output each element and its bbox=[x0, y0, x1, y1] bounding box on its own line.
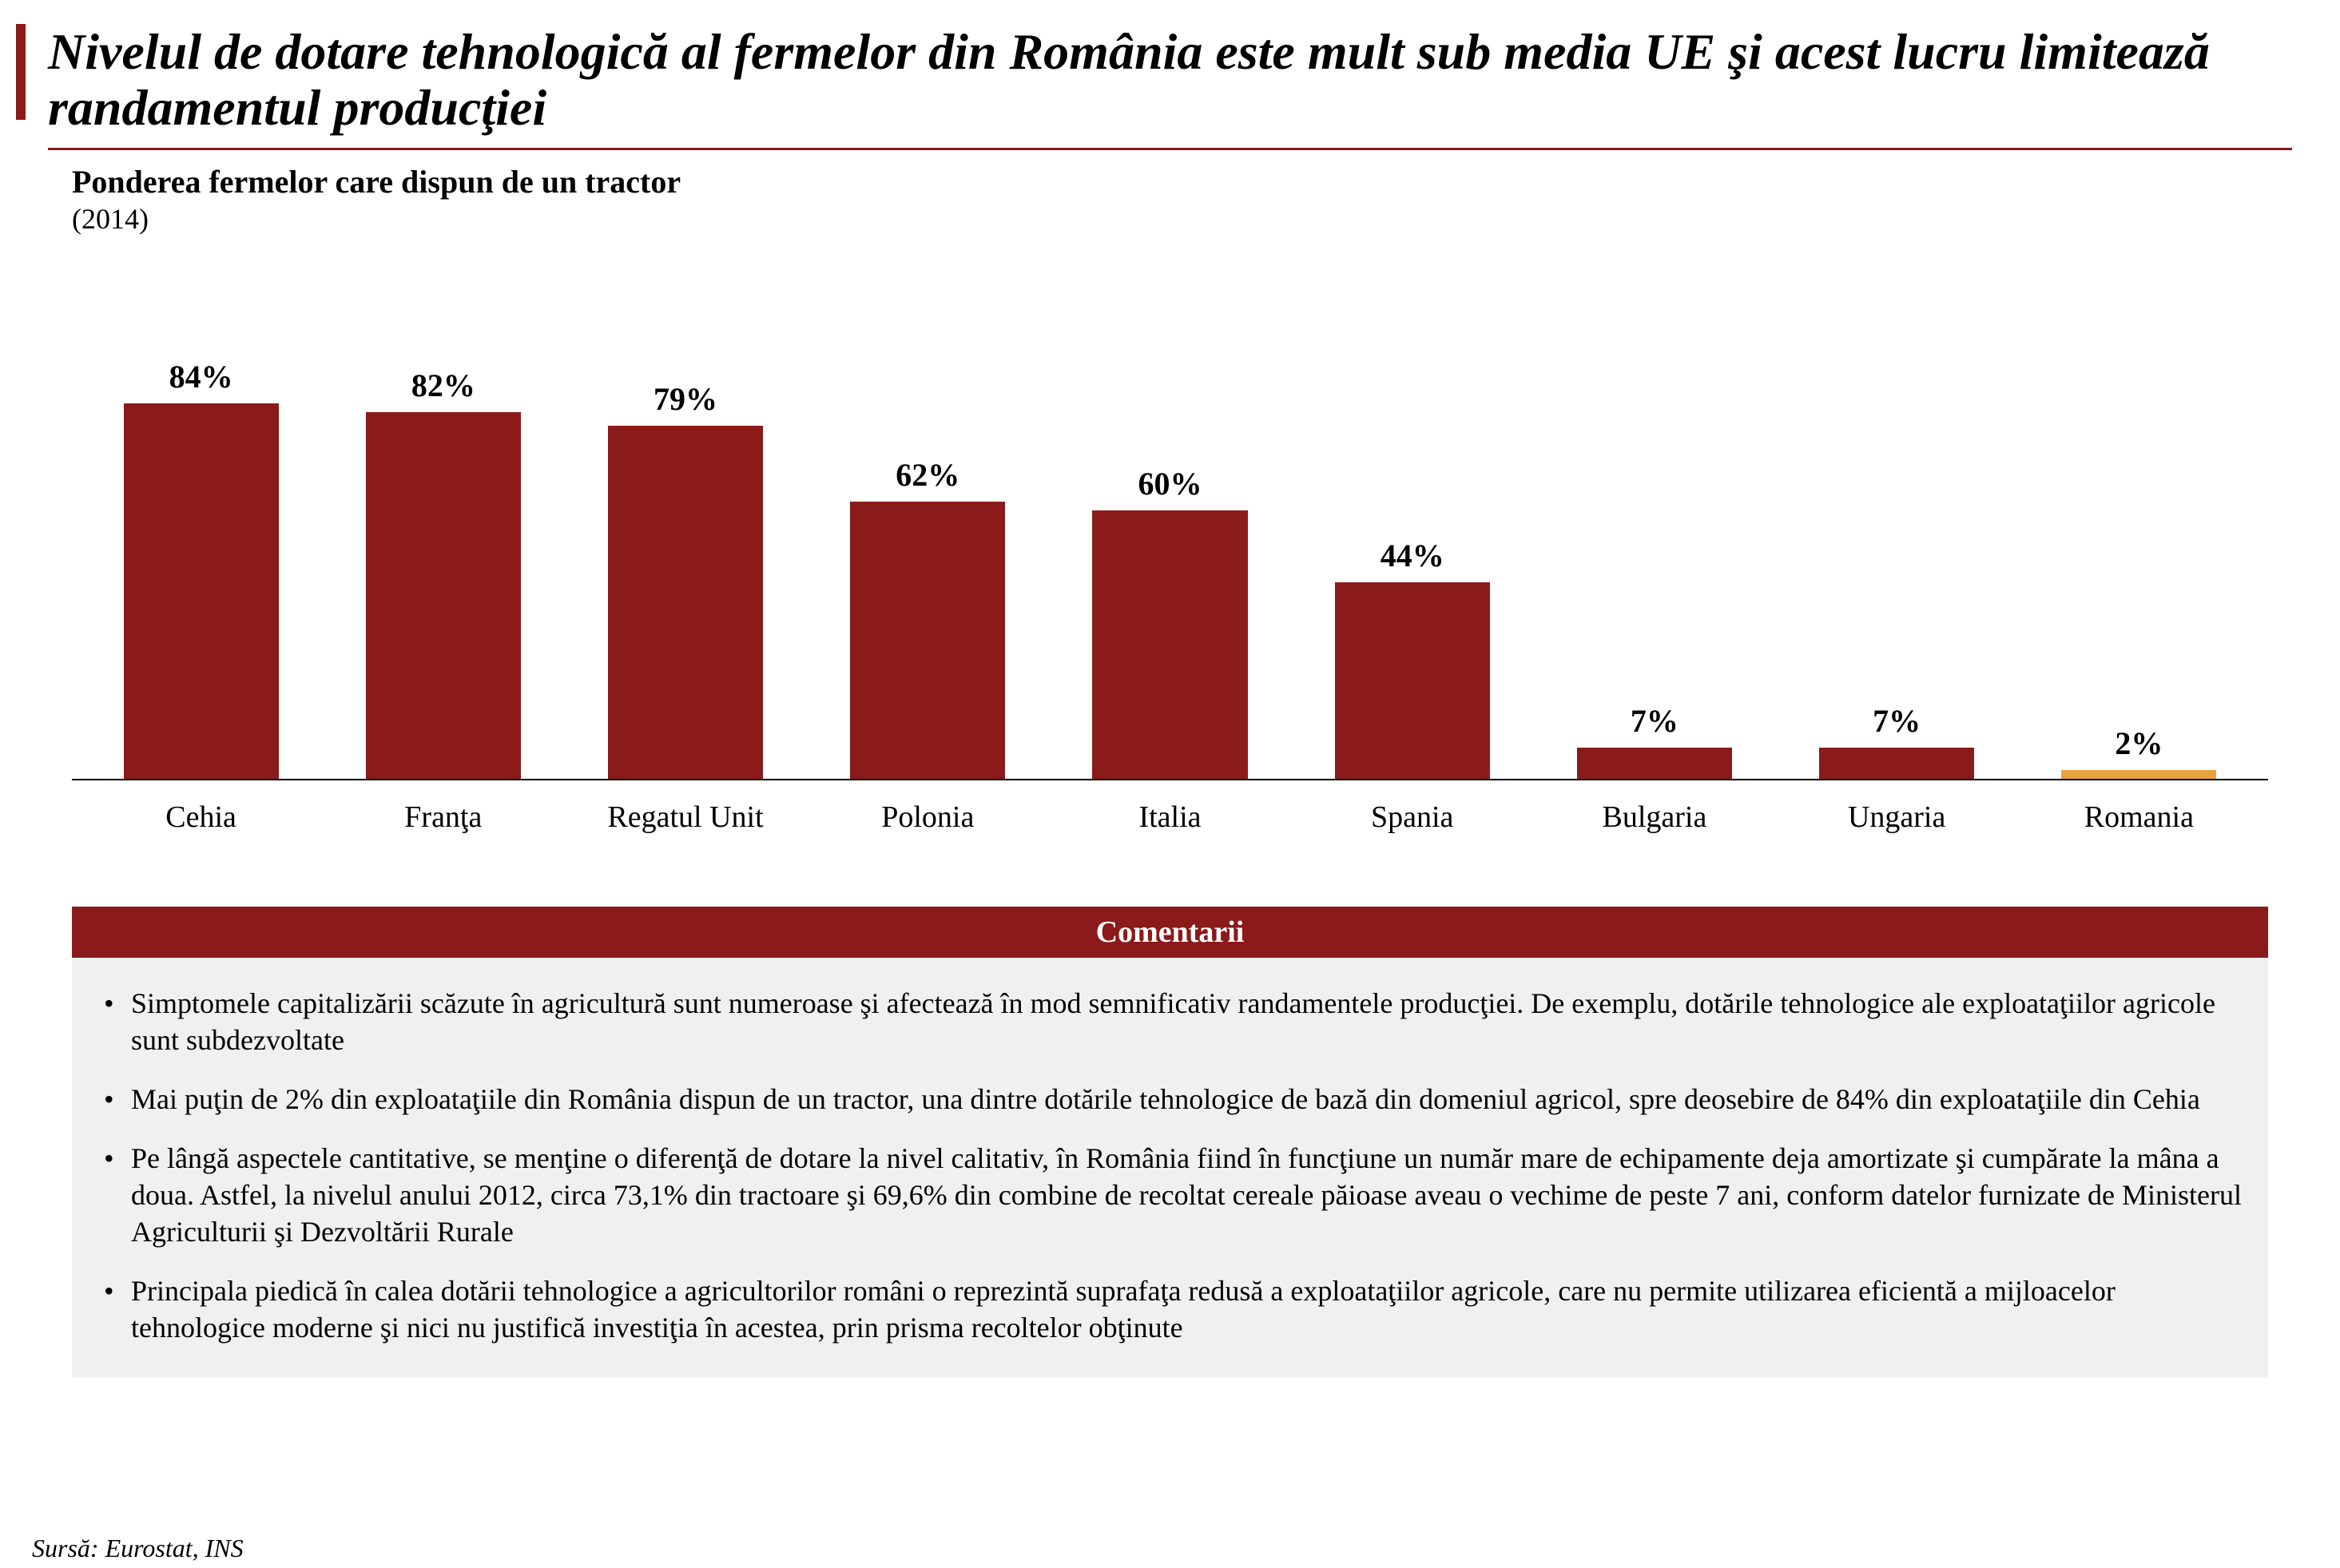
comment-bullet: Simptomele capitalizării scăzute în agri… bbox=[96, 974, 2244, 1070]
comment-bullet: Principala piedică în calea dotării tehn… bbox=[96, 1261, 2244, 1357]
chart-x-label: Polonia bbox=[807, 800, 1049, 835]
comments-list: Simptomele capitalizării scăzute în agri… bbox=[96, 974, 2244, 1358]
source-label: Sursă: Eurostat, INS bbox=[32, 1534, 244, 1563]
bar-value-label: 44% bbox=[1381, 537, 1444, 574]
comments-body: Simptomele capitalizării scăzute în agri… bbox=[72, 958, 2268, 1379]
comment-bullet: Pe lângă aspectele cantitative, se menţi… bbox=[96, 1129, 2244, 1261]
comments-header: Comentarii bbox=[72, 907, 2268, 958]
bar-value-label: 2% bbox=[2115, 724, 2163, 762]
bar-value-label: 82% bbox=[411, 367, 475, 404]
bars-wrap: 84% 82% 79% 62% 60% 44% 7% 7% 2% bbox=[72, 292, 2268, 780]
bar-rect bbox=[124, 403, 279, 779]
horizontal-rule bbox=[48, 148, 2292, 150]
page-title: Nivelul de dotare tehnologică al fermelo… bbox=[48, 24, 2292, 137]
bar-rect bbox=[366, 412, 521, 779]
chart-x-labels: CehiaFranţaRegatul UnitPoloniaItaliaSpan… bbox=[72, 800, 2268, 835]
bar-rect bbox=[1092, 510, 1247, 779]
bar-rect bbox=[1819, 748, 1974, 779]
bar-value-label: 62% bbox=[896, 456, 959, 494]
chart-x-label: Regatul Unit bbox=[564, 800, 806, 835]
bar-col: 7% bbox=[1533, 702, 1775, 779]
bar-col: 7% bbox=[1776, 702, 2018, 779]
comments-block: Comentarii Simptomele capitalizării scăz… bbox=[72, 907, 2268, 1379]
bar-col: 82% bbox=[322, 367, 564, 779]
chart-x-label: Spania bbox=[1291, 800, 1533, 835]
bar-col: 84% bbox=[80, 358, 322, 779]
bar-value-label: 7% bbox=[1873, 702, 1921, 740]
chart-area: 84% 82% 79% 62% 60% 44% 7% 7% 2% CehiaFranţaRega… bbox=[72, 292, 2268, 835]
bar-col: 44% bbox=[1291, 537, 1533, 779]
bar-rect bbox=[1335, 582, 1490, 779]
comment-bullet: Mai puţin de 2% din exploataţiile din Ro… bbox=[96, 1070, 2244, 1129]
bar-col: 62% bbox=[807, 456, 1049, 779]
bar-value-label: 79% bbox=[654, 380, 717, 418]
bar-rect bbox=[850, 502, 1005, 779]
chart-subtitle: (2014) bbox=[72, 202, 2292, 236]
bar-value-label: 84% bbox=[169, 358, 233, 395]
bar-col: 2% bbox=[2018, 724, 2260, 779]
accent-left-bar bbox=[16, 24, 26, 120]
bar-rect bbox=[608, 426, 763, 779]
chart-x-label: Bulgaria bbox=[1533, 800, 1775, 835]
bar-value-label: 60% bbox=[1138, 465, 1202, 502]
chart-x-label: Ungaria bbox=[1776, 800, 2018, 835]
chart-x-label: Franţa bbox=[322, 800, 564, 835]
chart-x-label: Italia bbox=[1049, 800, 1291, 835]
chart-x-label: Romania bbox=[2018, 800, 2260, 835]
bar-col: 60% bbox=[1049, 465, 1291, 779]
bar-rect bbox=[1577, 748, 1732, 779]
bar-rect bbox=[2061, 770, 2216, 779]
chart-title: Ponderea fermelor care dispun de un trac… bbox=[72, 163, 2292, 200]
bar-value-label: 7% bbox=[1631, 702, 1679, 740]
page: Nivelul de dotare tehnologică al fermelo… bbox=[0, 0, 2340, 1568]
chart-x-label: Cehia bbox=[80, 800, 322, 835]
bar-col: 79% bbox=[564, 380, 806, 779]
